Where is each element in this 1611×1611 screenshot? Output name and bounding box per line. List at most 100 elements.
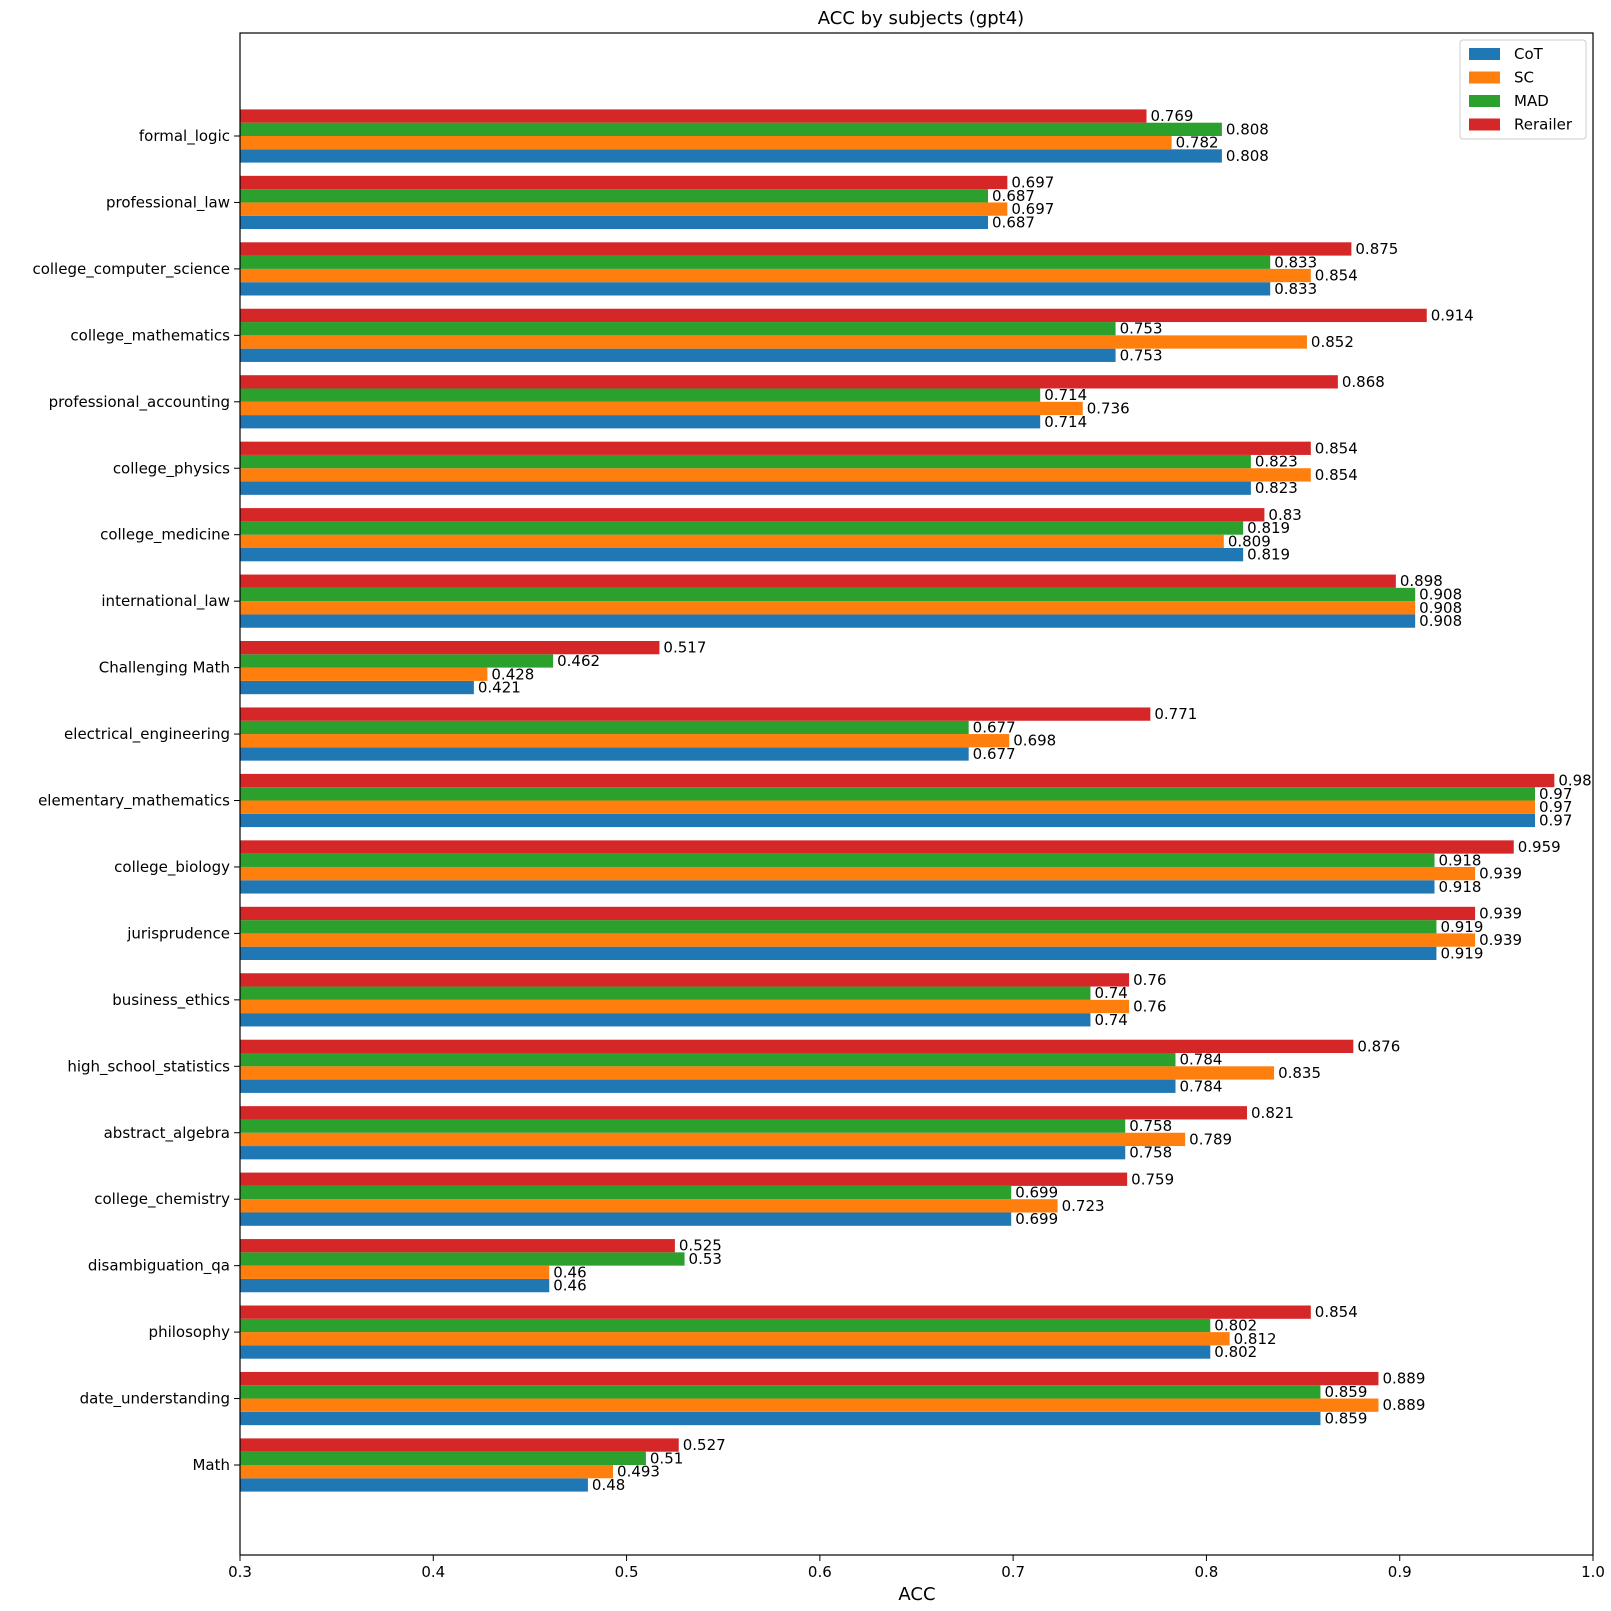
bar-rerailer-college-chemistry xyxy=(240,1172,1128,1186)
bar-cot-elementary-mathematics xyxy=(240,813,1536,828)
bar-mad-college-medicine xyxy=(240,521,1244,535)
bar-cot-college-biology xyxy=(240,880,1435,894)
bar-cot-philosophy xyxy=(240,1345,1211,1359)
bar-cot-high-school-statistics xyxy=(240,1079,1176,1093)
x-tick-label-0-7: 0.7 xyxy=(1001,1563,1025,1581)
y-tick-label-challenging-math: Challenging Math xyxy=(99,659,230,677)
bar-sc-elementary-mathematics xyxy=(240,800,1536,814)
bar-label-rerailer-date-understanding: 0.889 xyxy=(1382,1370,1425,1388)
legend-label-sc: SC xyxy=(1514,69,1534,87)
bar-label-sc-professional-accounting: 0.736 xyxy=(1087,399,1130,417)
bar-mad-abstract-algebra xyxy=(240,1119,1126,1133)
bar-label-rerailer-college-computer-science: 0.875 xyxy=(1355,240,1398,258)
legend-swatch-cot xyxy=(1469,48,1500,60)
y-tick-label-college-biology: college_biology xyxy=(114,858,230,877)
plot-frame xyxy=(239,32,1594,1556)
y-tick-label-philosophy: philosophy xyxy=(149,1323,231,1341)
y-tick-label-disambiguation-qa: disambiguation_qa xyxy=(88,1257,230,1276)
bar-label-rerailer-business-ethics: 0.76 xyxy=(1133,971,1166,989)
bar-mad-elementary-mathematics xyxy=(240,787,1536,801)
bar-cot-disambiguation-qa xyxy=(240,1278,550,1293)
legend: CoT SC MAD Rerailer xyxy=(1459,39,1587,140)
bar-mad-disambiguation-qa xyxy=(240,1252,685,1266)
bar-label-rerailer-college-chemistry: 0.759 xyxy=(1131,1170,1174,1188)
bar-sc-disambiguation-qa xyxy=(240,1265,550,1279)
bar-mad-philosophy xyxy=(240,1318,1211,1333)
bar-label-rerailer-philosophy: 0.854 xyxy=(1315,1303,1358,1321)
bar-label-cot-college-medicine: 0.819 xyxy=(1247,546,1290,564)
y-tick-label-professional-law: professional_law xyxy=(106,193,230,212)
bar-mad-college-physics xyxy=(240,454,1251,469)
bar-label-cot-college-physics: 0.823 xyxy=(1255,479,1298,497)
bar-sc-business-ethics xyxy=(240,999,1130,1014)
y-tick-label-college-medicine: college_medicine xyxy=(100,526,230,545)
bar-label-cot-college-chemistry: 0.699 xyxy=(1015,1210,1058,1228)
bar-cot-jurisprudence xyxy=(240,946,1437,960)
bar-label-mad-high-school-statistics: 0.784 xyxy=(1180,1051,1223,1069)
bar-rerailer-professional-accounting xyxy=(240,375,1338,389)
bar-mad-college-chemistry xyxy=(240,1185,1012,1200)
bar-rerailer-college-medicine xyxy=(240,508,1265,522)
y-tick-label-high-school-statistics: high_school_statistics xyxy=(67,1057,230,1076)
bar-label-cot-jurisprudence: 0.919 xyxy=(1440,944,1483,962)
bar-label-mad-professional-law: 0.687 xyxy=(992,187,1035,205)
bar-mad-electrical-engineering xyxy=(240,720,969,735)
bar-label-mad-elementary-mathematics: 0.97 xyxy=(1539,785,1572,803)
bar-label-mad-formal-logic: 0.808 xyxy=(1226,120,1269,138)
bar-label-sc-elementary-mathematics: 0.97 xyxy=(1539,798,1572,816)
bar-label-rerailer-challenging-math: 0.517 xyxy=(663,639,706,657)
bar-label-rerailer-formal-logic: 0.769 xyxy=(1151,107,1194,125)
y-tick-label-college-physics: college_physics xyxy=(113,459,230,478)
y-tick-label-professional-accounting: professional_accounting xyxy=(49,393,230,412)
bar-rerailer-international-law xyxy=(240,574,1396,588)
bar-cot-math xyxy=(240,1478,588,1492)
bar-sc-electrical-engineering xyxy=(240,734,1010,748)
y-tick-label-abstract-algebra: abstract_algebra xyxy=(104,1124,230,1143)
bar-label-rerailer-jurisprudence: 0.939 xyxy=(1479,904,1522,922)
bar-label-rerailer-electrical-engineering: 0.771 xyxy=(1154,705,1197,723)
bar-rerailer-electrical-engineering xyxy=(240,707,1151,721)
bar-cot-international-law xyxy=(240,614,1416,628)
bar-label-rerailer-college-biology: 0.959 xyxy=(1518,838,1561,856)
bar-label-rerailer-high-school-statistics: 0.876 xyxy=(1357,1037,1400,1055)
bar-label-cot-abstract-algebra: 0.758 xyxy=(1129,1144,1172,1162)
y-tick-label-college-mathematics: college_mathematics xyxy=(70,326,230,345)
bar-sc-college-biology xyxy=(240,866,1476,881)
bar-label-rerailer-professional-law: 0.697 xyxy=(1011,174,1054,192)
y-tick-label-math: Math xyxy=(192,1456,230,1474)
bar-sc-college-physics xyxy=(240,468,1311,482)
bar-label-mad-professional-accounting: 0.714 xyxy=(1044,386,1087,404)
x-tick-label-1-0: 1.0 xyxy=(1581,1563,1605,1581)
legend-label-mad: MAD xyxy=(1514,92,1549,110)
bar-label-mad-electrical-engineering: 0.677 xyxy=(973,718,1016,736)
bar-sc-professional-law xyxy=(240,202,1008,216)
bar-rerailer-formal-logic xyxy=(240,109,1147,123)
bar-rerailer-math xyxy=(240,1438,679,1452)
bar-sc-challenging-math xyxy=(240,667,488,681)
y-tick-label-date-understanding: date_understanding xyxy=(80,1390,230,1409)
bar-label-cot-date-understanding: 0.859 xyxy=(1324,1410,1367,1428)
x-tick-label-0-9: 0.9 xyxy=(1388,1563,1412,1581)
bar-mad-international-law xyxy=(240,587,1416,602)
bar-mad-high-school-statistics xyxy=(240,1053,1176,1067)
bar-label-cot-professional-accounting: 0.714 xyxy=(1044,413,1087,431)
legend-swatch-sc xyxy=(1469,71,1500,84)
bar-cot-college-mathematics xyxy=(240,348,1116,362)
bar-cot-electrical-engineering xyxy=(240,747,969,761)
bar-sc-college-chemistry xyxy=(240,1199,1058,1213)
legend-box xyxy=(1459,39,1587,140)
bar-label-cot-challenging-math: 0.421 xyxy=(478,679,521,697)
bar-rerailer-philosophy xyxy=(240,1305,1311,1319)
bar-rerailer-elementary-mathematics xyxy=(240,773,1555,788)
bar-rerailer-abstract-algebra xyxy=(240,1106,1248,1120)
bar-label-mad-abstract-algebra: 0.758 xyxy=(1129,1117,1172,1135)
bar-label-cot-philosophy: 0.802 xyxy=(1214,1343,1257,1361)
bar-label-cot-math: 0.48 xyxy=(592,1476,625,1494)
legend-label-cot: CoT xyxy=(1514,45,1544,63)
bar-label-sc-disambiguation-qa: 0.46 xyxy=(553,1263,586,1281)
bar-label-sc-formal-logic: 0.782 xyxy=(1176,134,1219,152)
bar-label-cot-disambiguation-qa: 0.46 xyxy=(553,1277,586,1295)
bar-label-cot-formal-logic: 0.808 xyxy=(1226,147,1269,165)
bar-label-sc-college-computer-science: 0.854 xyxy=(1315,267,1358,285)
